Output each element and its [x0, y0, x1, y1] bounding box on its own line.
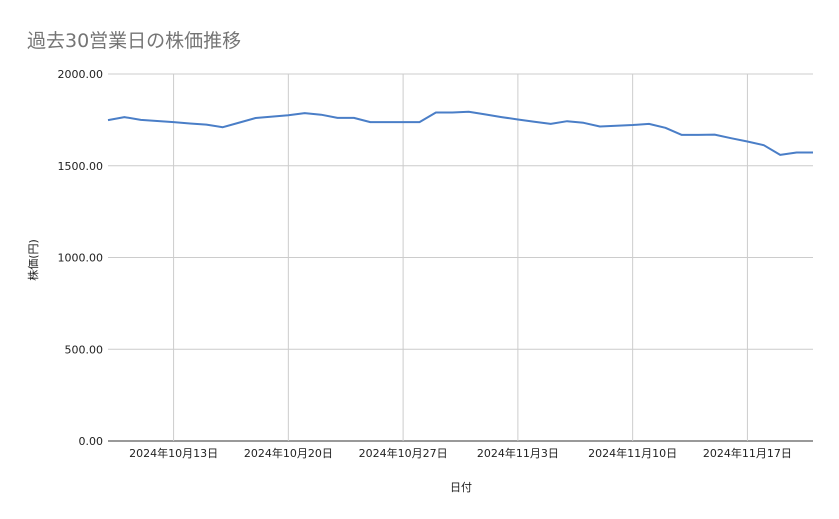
y-axis-label: 株価(円): [26, 239, 40, 281]
x-tick-label: 2024年11月10日: [588, 446, 677, 460]
x-tick-label: 2024年10月13日: [129, 446, 218, 460]
y-tick-label: 1000.00: [58, 252, 104, 265]
x-tick-label: 2024年11月17日: [703, 446, 792, 460]
series-line: [107, 110, 813, 156]
gridlines: [108, 73, 813, 442]
y-tick-labels: 0.00 500.00 1000.00 1500.00 2000.00: [58, 68, 104, 448]
x-tick-label: 2024年11月3日: [477, 446, 559, 460]
y-tick-label: 2000.00: [58, 68, 104, 81]
x-tick-label: 2024年10月20日: [244, 446, 333, 460]
y-tick-label: 1500.00: [58, 160, 104, 173]
chart-title: 過去30営業日の株価推移: [27, 30, 242, 52]
y-tick-label: 500.00: [65, 343, 104, 356]
x-tick-label: 2024年10月27日: [359, 446, 448, 460]
y-tick-label: 0.00: [79, 435, 104, 448]
x-axis-label: 日付: [450, 481, 472, 494]
x-tick-labels: 2024年10月13日 2024年10月20日 2024年10月27日 2024年11…: [129, 446, 792, 460]
